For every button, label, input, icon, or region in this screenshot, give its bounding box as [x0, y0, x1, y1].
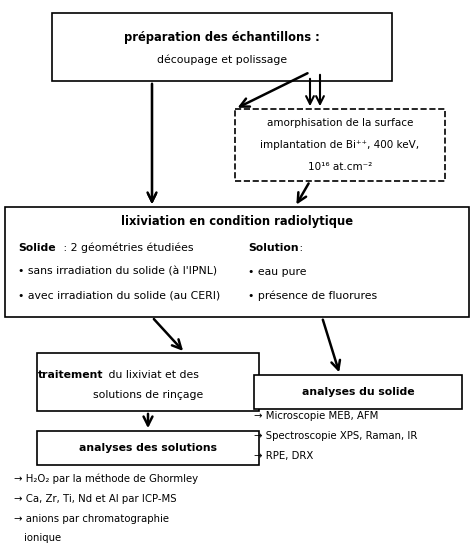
Text: solutions de rinçage: solutions de rinçage — [93, 390, 203, 400]
Text: • avec irradiation du solide (au CERI): • avec irradiation du solide (au CERI) — [18, 291, 220, 301]
FancyBboxPatch shape — [37, 353, 259, 411]
Text: :: : — [296, 243, 303, 253]
Text: analyses des solutions: analyses des solutions — [79, 443, 217, 453]
Text: 10¹⁶ at.cm⁻²: 10¹⁶ at.cm⁻² — [308, 162, 372, 172]
Text: → H₂O₂ par la méthode de Ghormley: → H₂O₂ par la méthode de Ghormley — [14, 474, 198, 484]
Text: → Ca, Zr, Ti, Nd et Al par ICP-MS: → Ca, Zr, Ti, Nd et Al par ICP-MS — [14, 494, 177, 504]
Text: : 2 géométries étudiées: : 2 géométries étudiées — [60, 243, 193, 253]
Text: • présence de fluorures: • présence de fluorures — [248, 291, 377, 301]
FancyBboxPatch shape — [5, 207, 469, 317]
Text: Solide: Solide — [18, 243, 55, 253]
FancyBboxPatch shape — [254, 375, 462, 409]
Text: → anions par chromatographie: → anions par chromatographie — [14, 514, 169, 524]
Text: analyses du solide: analyses du solide — [301, 387, 414, 397]
Text: • sans irradiation du solide (à l'IPNL): • sans irradiation du solide (à l'IPNL) — [18, 267, 217, 277]
Text: du lixiviat et des: du lixiviat et des — [105, 370, 199, 380]
Text: ionique: ionique — [24, 533, 61, 543]
Text: → Microscopie MEB, AFM: → Microscopie MEB, AFM — [254, 411, 378, 421]
Text: Solution: Solution — [248, 243, 299, 253]
Text: préparation des échantillons :: préparation des échantillons : — [124, 31, 320, 44]
FancyBboxPatch shape — [37, 431, 259, 465]
Text: → RPE, DRX: → RPE, DRX — [254, 451, 313, 461]
Text: → Spectroscopie XPS, Raman, IR: → Spectroscopie XPS, Raman, IR — [254, 431, 418, 441]
Text: découpage et polissage: découpage et polissage — [157, 55, 287, 65]
FancyBboxPatch shape — [235, 109, 445, 181]
Text: • eau pure: • eau pure — [248, 267, 307, 277]
Text: implantation de Bi⁺⁺, 400 keV,: implantation de Bi⁺⁺, 400 keV, — [260, 140, 419, 150]
FancyBboxPatch shape — [52, 13, 392, 81]
Text: amorphisation de la surface: amorphisation de la surface — [267, 118, 413, 128]
Text: traitement: traitement — [38, 370, 103, 380]
Text: lixiviation en condition radiolytique: lixiviation en condition radiolytique — [121, 215, 353, 228]
